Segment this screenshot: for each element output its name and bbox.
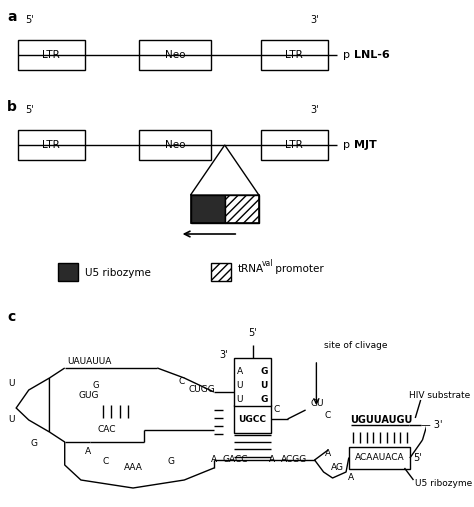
Text: tRNA: tRNA bbox=[237, 264, 264, 274]
Bar bbox=[139, 40, 211, 70]
Polygon shape bbox=[16, 378, 49, 432]
Text: A: A bbox=[211, 455, 217, 464]
Text: a: a bbox=[7, 10, 17, 24]
Text: A: A bbox=[347, 474, 354, 483]
Text: C: C bbox=[325, 411, 331, 419]
Text: G: G bbox=[31, 439, 37, 448]
Text: GU: GU bbox=[310, 399, 324, 408]
Text: site of clivage: site of clivage bbox=[324, 341, 387, 349]
Bar bbox=[139, 130, 211, 160]
Text: ACAAUACA: ACAAUACA bbox=[355, 453, 404, 462]
Bar bbox=[349, 447, 410, 469]
Text: A: A bbox=[269, 455, 275, 464]
Text: GACC: GACC bbox=[223, 455, 248, 464]
Text: Neo: Neo bbox=[165, 50, 185, 60]
Bar bbox=[234, 358, 272, 406]
Text: A: A bbox=[325, 449, 331, 457]
Bar bbox=[225, 195, 259, 223]
Text: CAC: CAC bbox=[97, 425, 116, 434]
Text: C: C bbox=[178, 378, 185, 386]
Text: U: U bbox=[237, 394, 243, 404]
Text: c: c bbox=[7, 310, 16, 324]
Text: G: G bbox=[167, 457, 174, 466]
Text: U: U bbox=[237, 380, 243, 389]
Text: LTR: LTR bbox=[42, 50, 60, 60]
Text: val: val bbox=[262, 260, 273, 269]
Text: UAUAUUA: UAUAUUA bbox=[67, 357, 112, 367]
Text: A: A bbox=[85, 448, 91, 456]
Bar bbox=[191, 195, 225, 223]
Text: p: p bbox=[343, 50, 354, 60]
Text: GUG: GUG bbox=[78, 390, 99, 400]
Text: LTR: LTR bbox=[285, 50, 303, 60]
Text: G: G bbox=[93, 380, 100, 389]
Text: AAA: AAA bbox=[124, 463, 143, 473]
Text: MJT: MJT bbox=[354, 140, 377, 150]
Bar bbox=[234, 405, 272, 433]
Text: A: A bbox=[237, 367, 243, 376]
Text: U: U bbox=[9, 379, 15, 387]
Text: AG: AG bbox=[330, 463, 344, 473]
Text: U5 ribozyme: U5 ribozyme bbox=[415, 479, 473, 488]
Text: HIV substrate: HIV substrate bbox=[409, 390, 470, 400]
Text: — 3': — 3' bbox=[420, 420, 442, 430]
Text: b: b bbox=[7, 100, 17, 114]
Text: CUGG: CUGG bbox=[189, 385, 216, 394]
Text: U: U bbox=[9, 416, 15, 424]
Text: LTR: LTR bbox=[285, 140, 303, 150]
Text: 5': 5' bbox=[25, 15, 34, 25]
Text: ACGG: ACGG bbox=[281, 455, 307, 464]
Text: 5': 5' bbox=[413, 453, 422, 463]
Polygon shape bbox=[191, 145, 259, 195]
Text: 5': 5' bbox=[248, 328, 257, 338]
Bar bbox=[18, 40, 85, 70]
Text: LNL-6: LNL-6 bbox=[354, 50, 390, 60]
Bar bbox=[18, 130, 85, 160]
Text: U: U bbox=[261, 380, 268, 389]
Text: 5': 5' bbox=[25, 105, 34, 115]
Text: C: C bbox=[273, 406, 280, 415]
Text: Neo: Neo bbox=[165, 140, 185, 150]
Bar bbox=[58, 263, 78, 281]
Text: 3': 3' bbox=[310, 105, 319, 115]
Text: UGCC: UGCC bbox=[238, 415, 266, 423]
Bar bbox=[211, 263, 231, 281]
Text: 3': 3' bbox=[310, 15, 319, 25]
Text: p: p bbox=[343, 140, 354, 150]
Text: U5 ribozyme: U5 ribozyme bbox=[85, 268, 151, 278]
Text: G: G bbox=[261, 394, 268, 404]
Text: LTR: LTR bbox=[42, 140, 60, 150]
Bar bbox=[261, 130, 328, 160]
Text: 3': 3' bbox=[219, 350, 228, 360]
Bar bbox=[261, 40, 328, 70]
Text: UGUUAUGU: UGUUAUGU bbox=[351, 415, 413, 425]
Text: G: G bbox=[261, 367, 268, 376]
Text: promoter: promoter bbox=[273, 264, 324, 274]
Text: C: C bbox=[103, 457, 109, 466]
Bar bbox=[191, 195, 259, 223]
